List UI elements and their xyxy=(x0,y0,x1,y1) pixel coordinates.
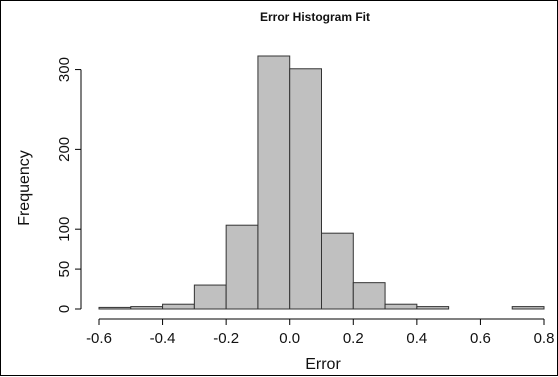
y-tick-label: 50 xyxy=(56,261,73,278)
histogram-bars xyxy=(98,55,545,310)
x-tick-label: 0.6 xyxy=(470,330,491,347)
histogram-bar xyxy=(289,68,323,310)
histogram-bar xyxy=(511,306,545,310)
y-tick-label: 300 xyxy=(56,57,73,82)
y-axis-label: Frequency xyxy=(16,150,33,226)
histogram-bar xyxy=(193,284,227,310)
x-tick-label: -0.6 xyxy=(86,330,112,347)
x-axis-label: Error xyxy=(305,356,341,373)
x-tick-label: 0.2 xyxy=(343,330,364,347)
histogram-bar xyxy=(384,303,418,310)
x-tick-label: 0.4 xyxy=(406,330,427,347)
x-tick-label: 0.0 xyxy=(279,330,300,347)
histogram-bar xyxy=(162,303,195,310)
x-axis: -0.6 -0.4 -0.2 0.0 0.2 0.4 0.6 0.8 xyxy=(86,318,555,347)
x-tick-label: -0.2 xyxy=(213,330,239,347)
histogram-bar xyxy=(416,306,450,310)
histogram-bar xyxy=(352,282,386,310)
histogram-bar xyxy=(98,306,132,310)
histogram-bar xyxy=(257,55,291,310)
histogram-bar xyxy=(225,224,259,310)
histogram-bar xyxy=(130,306,164,310)
y-tick-label: 200 xyxy=(56,137,73,162)
x-tick-label: -0.4 xyxy=(150,330,176,347)
y-tick-label: 100 xyxy=(56,217,73,242)
histogram-bar xyxy=(321,232,354,310)
chart-title: Error Histogram Fit xyxy=(260,10,370,24)
x-tick-label: 0.8 xyxy=(534,330,555,347)
y-tick-label: 0 xyxy=(56,305,73,313)
y-axis: 0 50 100 200 300 xyxy=(56,57,82,313)
